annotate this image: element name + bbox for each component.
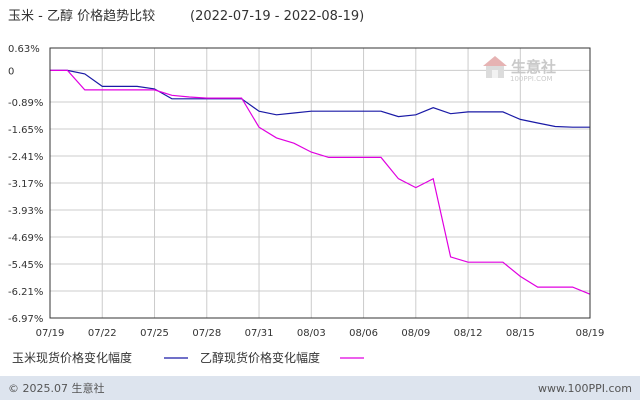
x-tick-label-3: 07/28 (192, 328, 221, 339)
house-logo-icon (483, 56, 507, 78)
y-tick-label-4: -2.41% (8, 152, 43, 163)
y-axis-ticks: 0.63% 0 -0.89% -1.65% -2.41% -3.17% -3.93% -4.6… (8, 44, 43, 325)
y-tick-label-1: 0 (8, 66, 14, 77)
x-tick-label-8: 08/12 (454, 328, 483, 339)
plot-frame (49, 47, 591, 319)
x-tick-label-2: 07/25 (140, 328, 169, 339)
y-tick-label-2: -0.89% (8, 98, 43, 109)
y-tick-label-5: -3.17% (8, 179, 43, 190)
x-tick-label-4: 07/31 (245, 328, 274, 339)
legend: 玉米现货价格变化幅度 乙醇现货价格变化幅度 (12, 350, 364, 365)
y-tick-label-6: -3.93% (8, 206, 43, 217)
y-tick-label-7: -4.69% (8, 233, 43, 244)
watermark-name: 生意社 (511, 58, 556, 76)
y-tick-label-9: -6.21% (8, 287, 43, 298)
x-tick-label-7: 08/09 (401, 328, 430, 339)
x-tick-label-10: 08/19 (576, 328, 605, 339)
legend-label-corn: 玉米现货价格变化幅度 (12, 350, 132, 365)
x-tick-label-9: 08/15 (506, 328, 535, 339)
y-tick-label-3: -1.65% (8, 125, 43, 136)
footer-background (0, 376, 640, 400)
y-tick-label-0: 0.63% (8, 44, 40, 55)
series-line-corn (50, 69, 590, 128)
x-axis-ticks: 07/19 07/22 07/25 07/28 07/31 08/03 08/06 08/09… (36, 328, 605, 339)
series-line-ethanol (50, 69, 591, 295)
x-tick-label-6: 08/06 (349, 328, 378, 339)
chart-title: 玉米 - 乙醇 价格趋势比较 (8, 8, 155, 24)
footer-site: www.100PPI.com (538, 382, 632, 395)
legend-label-ethanol: 乙醇现货价格变化幅度 (200, 350, 320, 365)
x-tick-label-0: 07/19 (36, 328, 65, 339)
series-lines (50, 69, 591, 295)
watermark-url: 100PPI.COM (510, 75, 553, 83)
grid-lines (50, 47, 590, 319)
footer-bar: © 2025.07 生意社 www.100PPI.com (0, 376, 640, 400)
footer-copyright: © 2025.07 生意社 (8, 381, 104, 395)
y-tick-label-8: -5.45% (8, 260, 43, 271)
chart-date-range: (2022-07-19 - 2022-08-19) (190, 9, 364, 24)
y-tick-label-10: -6.97% (8, 314, 43, 325)
x-tick-label-5: 08/03 (297, 328, 326, 339)
x-tick-label-1: 07/22 (88, 328, 117, 339)
watermark-logo: 生意社 100PPI.COM (483, 56, 556, 83)
